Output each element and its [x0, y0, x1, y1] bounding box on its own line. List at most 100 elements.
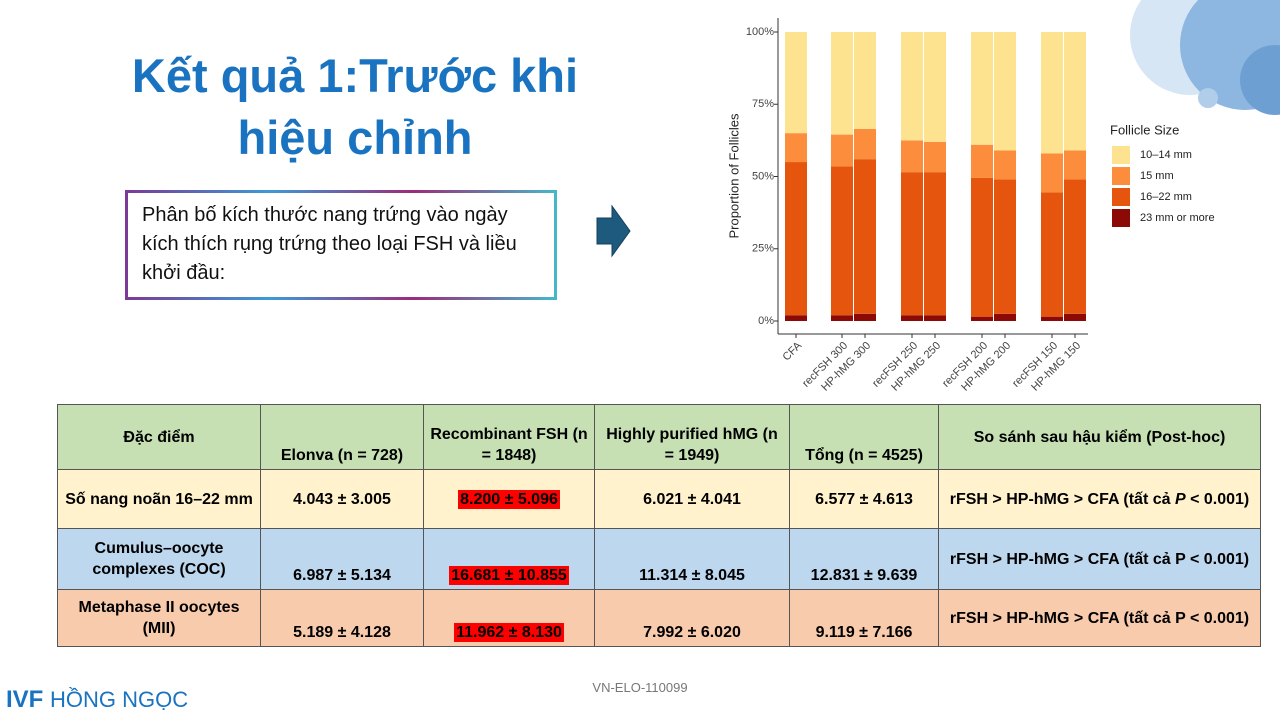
- cell: 16.681 ± 10.855: [423, 528, 595, 590]
- bar-segment: [994, 32, 1016, 151]
- cell: 6.987 ± 5.134: [260, 528, 424, 590]
- cell: 6.021 ± 4.041: [594, 469, 790, 529]
- cell-text: Cumulus–oocyte complexes (COC): [92, 540, 226, 578]
- bar-segment: [854, 159, 876, 314]
- logo-name: HỒNG NGỌC: [50, 687, 189, 712]
- cell-text: rFSH > HP-hMG > CFA (tất cả P < 0.001): [949, 609, 1250, 627]
- cell-text: 6.021 ± 4.041: [643, 490, 741, 508]
- bar-segment: [1041, 192, 1063, 317]
- y-tick-label: 75%: [752, 98, 774, 110]
- header-row: Đặc điểm Elonva (n = 728) Recombinant FSH …: [57, 404, 1261, 470]
- chart: Proportion of Follicles Follicle Size 0%…: [726, 18, 1215, 394]
- cell-text: 11.962 ± 8.130: [454, 623, 564, 642]
- cell-text: Số nang noãn 16–22 mm: [65, 490, 253, 508]
- cell-text: 5.189 ± 4.128: [293, 624, 391, 641]
- y-tick-label: 50%: [752, 170, 774, 182]
- legend-label: 10–14 mm: [1140, 149, 1192, 161]
- cell-text: 8.200 ± 5.096: [458, 489, 560, 509]
- bar-segment: [854, 32, 876, 129]
- bar-segment: [831, 315, 853, 321]
- cell: rFSH > HP-hMG > CFA (tất cả P < 0.001): [938, 469, 1261, 529]
- cell-text: < 0.001): [1185, 490, 1250, 508]
- cell: 12.831 ± 9.639: [789, 528, 939, 590]
- logo: IVF HỒNG NGỌC: [6, 686, 188, 714]
- logo-ivf: IVF: [6, 686, 44, 713]
- bar-segment: [924, 32, 946, 142]
- bar-segment: [1064, 150, 1086, 180]
- cell: 8.200 ± 5.096: [423, 469, 595, 529]
- cell-text: 9.119 ± 7.166: [815, 624, 913, 641]
- footer-code: VN-ELO-110099: [592, 680, 688, 695]
- x-tick-label: CFA: [781, 339, 805, 363]
- slide-title: Kết quả 1:Trước khi hiệu chỉnh: [131, 49, 579, 164]
- description: Phân bố kích thước nang trứng vào ngày k…: [125, 190, 557, 300]
- cell: 5.189 ± 4.128: [260, 589, 424, 647]
- cell: 6.577 ± 4.613: [789, 469, 939, 529]
- cell: 7.992 ± 6.020: [594, 589, 790, 647]
- bar-segment: [831, 32, 853, 135]
- bar-segment: [994, 179, 1016, 314]
- legend-label: 16–22 mm: [1140, 191, 1192, 203]
- cell-text: 12.831 ± 9.639: [810, 567, 918, 584]
- legend-label: 23 mm or more: [1140, 212, 1215, 224]
- cell: 9.119 ± 7.166: [789, 589, 939, 647]
- y-axis-label: Proportion of Follicles: [726, 113, 741, 238]
- y-tick-label: 25%: [752, 243, 774, 255]
- cell-text: 11.314 ± 8.045: [639, 567, 745, 584]
- legend-swatch: [1112, 188, 1130, 206]
- bar-segment: [831, 166, 853, 316]
- legend-label: 15 mm: [1140, 170, 1174, 182]
- legend-title: Follicle Size: [1110, 122, 1179, 137]
- y-tick-label: 0%: [758, 315, 774, 327]
- cell: Cumulus–oocyte complexes (COC): [57, 528, 261, 590]
- cell-text: P: [1174, 490, 1186, 508]
- cell: Metaphase II oocytes (MII): [57, 589, 261, 647]
- bar-segment: [901, 172, 923, 316]
- cell-text: rFSH > HP-hMG > CFA (tất cả: [949, 490, 1175, 508]
- legend-swatch: [1112, 167, 1130, 185]
- cell: 11.962 ± 8.130: [423, 589, 595, 647]
- data-row: Số nang noãn 16–22 mm 4.043 ± 3.005 8.200 …: [57, 469, 1261, 529]
- bar-segment: [1064, 313, 1086, 321]
- cell: Số nang noãn 16–22 mm: [57, 469, 261, 529]
- bar-segment: [994, 313, 1016, 321]
- legend-swatch: [1112, 146, 1130, 164]
- cell-text: Metaphase II oocytes (MII): [78, 599, 240, 637]
- bar-segment: [1064, 179, 1086, 314]
- header-cell: Recombinant FSH (n = 1848): [423, 404, 595, 470]
- bar-segment: [1041, 153, 1063, 193]
- cell: 4.043 ± 3.005: [260, 469, 424, 529]
- y-tick-label: 100%: [746, 26, 774, 38]
- header-cell: So sánh sau hậu kiểm (Post-hoc): [938, 404, 1261, 470]
- bar-segment: [785, 162, 807, 316]
- bar-segment: [785, 315, 807, 321]
- bar-segment: [1064, 32, 1086, 151]
- bar-segment: [924, 141, 946, 173]
- results-table: Đặc điểm Elonva (n = 728) Recombinant FSH …: [57, 404, 1261, 647]
- cell: rFSH > HP-hMG > CFA (tất cả P < 0.001): [938, 528, 1261, 590]
- bar-segment: [924, 315, 946, 321]
- bar-segment: [1041, 32, 1063, 154]
- bar-segment: [854, 313, 876, 321]
- bar-segment: [971, 32, 993, 145]
- header-cell: Tổng (n = 4525): [789, 404, 939, 470]
- bar-segment: [785, 32, 807, 134]
- bar-segment: [971, 316, 993, 321]
- bar-segment: [831, 134, 853, 167]
- bar-segment: [901, 315, 923, 321]
- cell-text: 16.681 ± 10.855: [449, 566, 569, 585]
- cell: 11.314 ± 8.045: [594, 528, 790, 590]
- bar-segment: [854, 128, 876, 160]
- bar-segment: [971, 177, 993, 317]
- cell-text: 6.987 ± 5.134: [293, 567, 391, 584]
- bar-segment: [901, 140, 923, 173]
- cell-text: 4.043 ± 3.005: [293, 490, 391, 508]
- cell-text: 6.577 ± 4.613: [815, 490, 913, 508]
- header-cell: Highly purified hMG (n = 1949): [594, 404, 790, 470]
- data-row: Metaphase II oocytes (MII) 5.189 ± 4.128 1…: [57, 589, 1261, 647]
- cell-text: rFSH > HP-hMG > CFA (tất cả P < 0.001): [949, 550, 1250, 568]
- bar-segment: [924, 172, 946, 316]
- bar-segment: [971, 144, 993, 178]
